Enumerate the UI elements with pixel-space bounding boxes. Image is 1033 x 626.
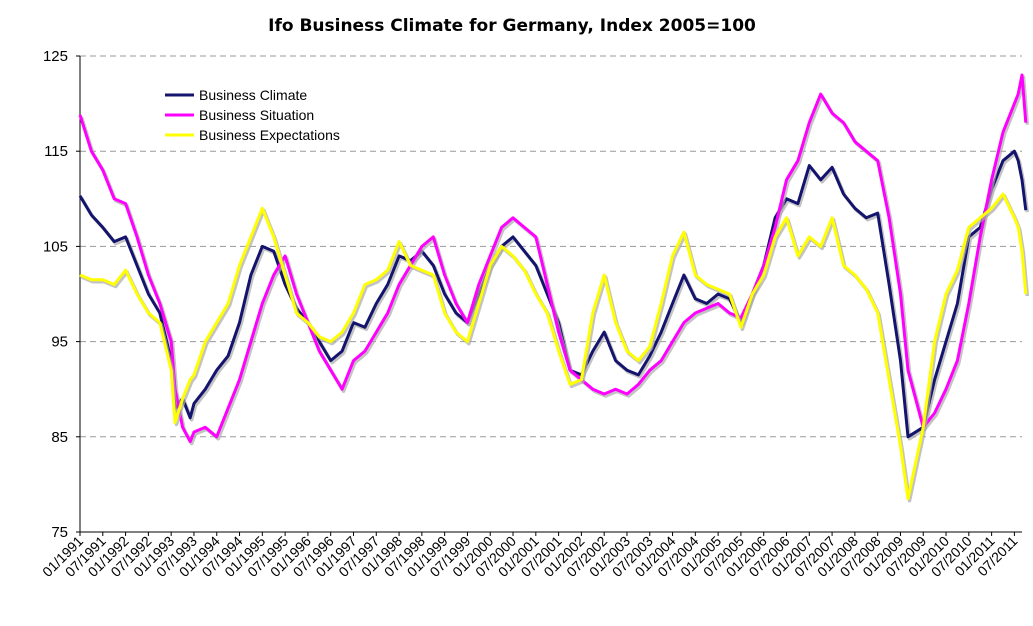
y-tick-label: 125 <box>43 48 68 65</box>
series-line-business-expectations <box>79 192 1028 501</box>
x-tick-labels: 01/199107/199101/199207/199201/199307/19… <box>39 533 1021 580</box>
series-line-business-situation <box>78 73 1028 444</box>
chart-title: Ifo Business Climate for Germany, Index … <box>268 16 756 36</box>
legend-label-business-expectations: Business Expectations <box>199 127 340 143</box>
y-tick-label: 115 <box>44 143 68 160</box>
series-lines <box>78 73 1030 503</box>
legend: Business Climate Business Situation Busine… <box>165 87 340 143</box>
y-tick-label: 95 <box>51 334 68 351</box>
y-tick-label: 85 <box>51 429 68 446</box>
legend-label-business-situation: Business Situation <box>199 107 314 123</box>
legend-label-business-climate: Business Climate <box>199 87 307 103</box>
y-tick-labels: 75 85 95 105 115 125 <box>43 48 68 541</box>
y-tick-label: 75 <box>51 524 68 541</box>
axes <box>76 55 1022 536</box>
y-tick-label: 105 <box>43 238 68 255</box>
series-shadow-business-expectations <box>80 194 1030 503</box>
